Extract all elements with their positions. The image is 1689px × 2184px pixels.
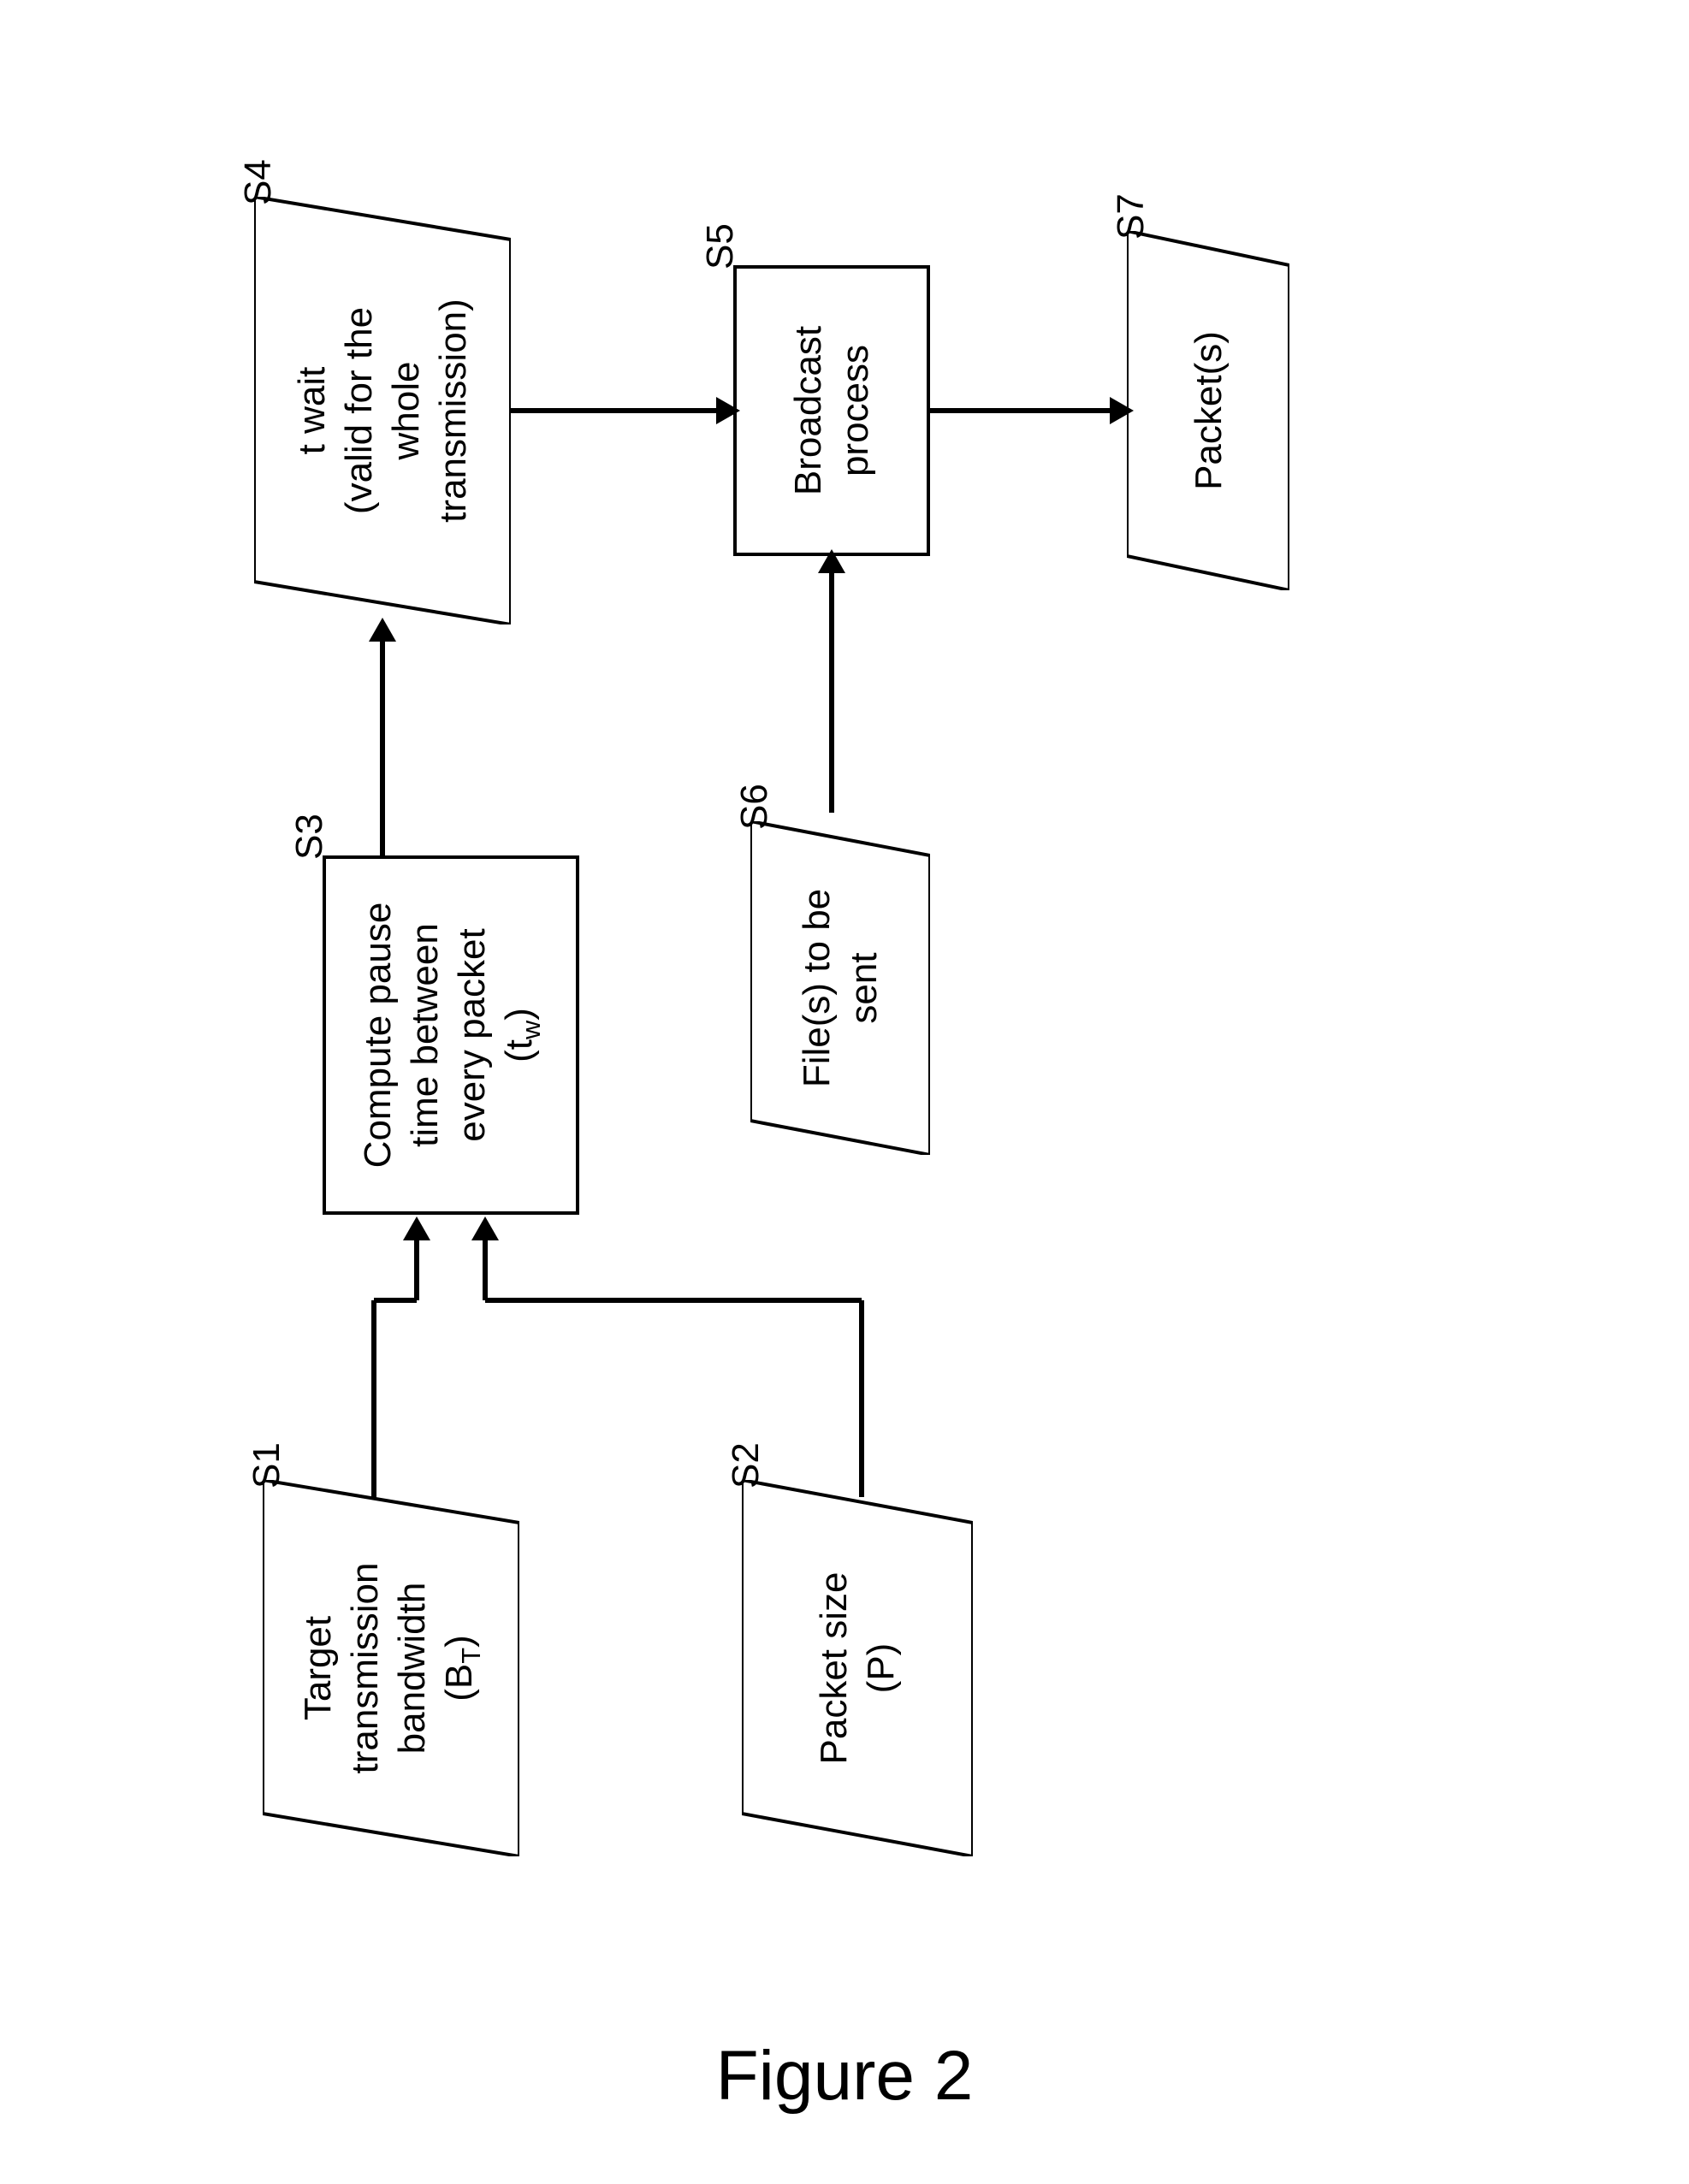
step-label-S6: S6 xyxy=(733,784,776,830)
node-S6-line-1: File(s) to be xyxy=(793,855,840,1121)
node-S6-label: File(s) to besent xyxy=(793,821,887,1155)
arrow-head-icon xyxy=(1110,397,1134,424)
node-S1-line-3: bandwidth xyxy=(388,1514,436,1822)
node-S5-line-2: process xyxy=(832,326,879,495)
node-S3: Compute pausetime betweenevery packet(tw… xyxy=(323,855,579,1215)
arrow-head-icon xyxy=(818,549,845,573)
edge-segment xyxy=(483,1240,488,1300)
node-S6-line-2: sent xyxy=(840,855,887,1121)
arrow-head-icon xyxy=(716,397,740,424)
step-label-S2: S2 xyxy=(725,1442,767,1489)
step-label-S5: S5 xyxy=(699,223,742,269)
node-S2: Packet size(P) xyxy=(742,1480,973,1856)
node-S4-label: t wait(valid for thewholetransmission) xyxy=(288,197,477,624)
node-S4-line-3: whole xyxy=(382,231,430,590)
node-S3-line-1: Compute pause xyxy=(354,903,401,1169)
edge-segment xyxy=(511,408,716,413)
node-S5-label: Broadcastprocess xyxy=(785,326,879,495)
node-S3-label: Compute pausetime betweenevery packet(tw… xyxy=(354,903,548,1169)
node-S7: Packet(s) xyxy=(1127,231,1289,590)
edge-segment xyxy=(485,1298,862,1303)
arrow-head-icon xyxy=(403,1216,430,1240)
step-label-S7: S7 xyxy=(1110,193,1153,240)
node-S1-label: Targettransmissionbandwidth(BT) xyxy=(294,1480,488,1856)
node-S2-line-1: Packet size xyxy=(810,1514,857,1822)
node-S1: Targettransmissionbandwidth(BT) xyxy=(263,1480,519,1856)
node-S4-line-2: (valid for the xyxy=(335,231,382,590)
node-S1-line-1: Target xyxy=(294,1514,341,1822)
edge-segment xyxy=(380,642,385,855)
node-S2-line-2: (P) xyxy=(857,1514,904,1822)
edge-segment xyxy=(829,573,834,813)
edge-segment xyxy=(414,1240,419,1300)
node-S4-line-4: transmission) xyxy=(430,231,477,590)
step-label-S3: S3 xyxy=(288,814,331,860)
flowchart-stage: Targettransmissionbandwidth(BT)S1Packet … xyxy=(117,43,1572,1925)
edge-segment xyxy=(930,408,1110,413)
node-S5-line-1: Broadcast xyxy=(785,326,832,495)
node-S7-label: Packet(s) xyxy=(1185,231,1232,590)
arrow-head-icon xyxy=(471,1216,499,1240)
node-S3-line-4: (tw) xyxy=(495,903,548,1169)
figure-caption: Figure 2 xyxy=(0,2036,1689,2116)
node-S1-line-2: transmission xyxy=(341,1514,388,1822)
node-S7-line-1: Packet(s) xyxy=(1185,265,1232,556)
step-label-S1: S1 xyxy=(246,1442,288,1489)
node-S3-line-2: time between xyxy=(401,903,448,1169)
step-label-S4: S4 xyxy=(237,159,280,205)
node-S2-label: Packet size(P) xyxy=(810,1480,904,1856)
node-S6: File(s) to besent xyxy=(750,821,930,1155)
edge-segment xyxy=(371,1300,376,1497)
edge-segment xyxy=(374,1298,417,1303)
node-S4: t wait(valid for thewholetransmission) xyxy=(254,197,511,624)
node-S5: Broadcastprocess xyxy=(733,265,930,556)
figure-canvas: Targettransmissionbandwidth(BT)S1Packet … xyxy=(0,0,1689,2184)
edge-segment xyxy=(859,1300,864,1497)
node-S3-line-3: every packet xyxy=(448,903,495,1169)
node-S1-line-4: (BT) xyxy=(436,1514,488,1822)
node-S4-line-1: t wait xyxy=(288,231,335,590)
arrow-head-icon xyxy=(369,618,396,642)
